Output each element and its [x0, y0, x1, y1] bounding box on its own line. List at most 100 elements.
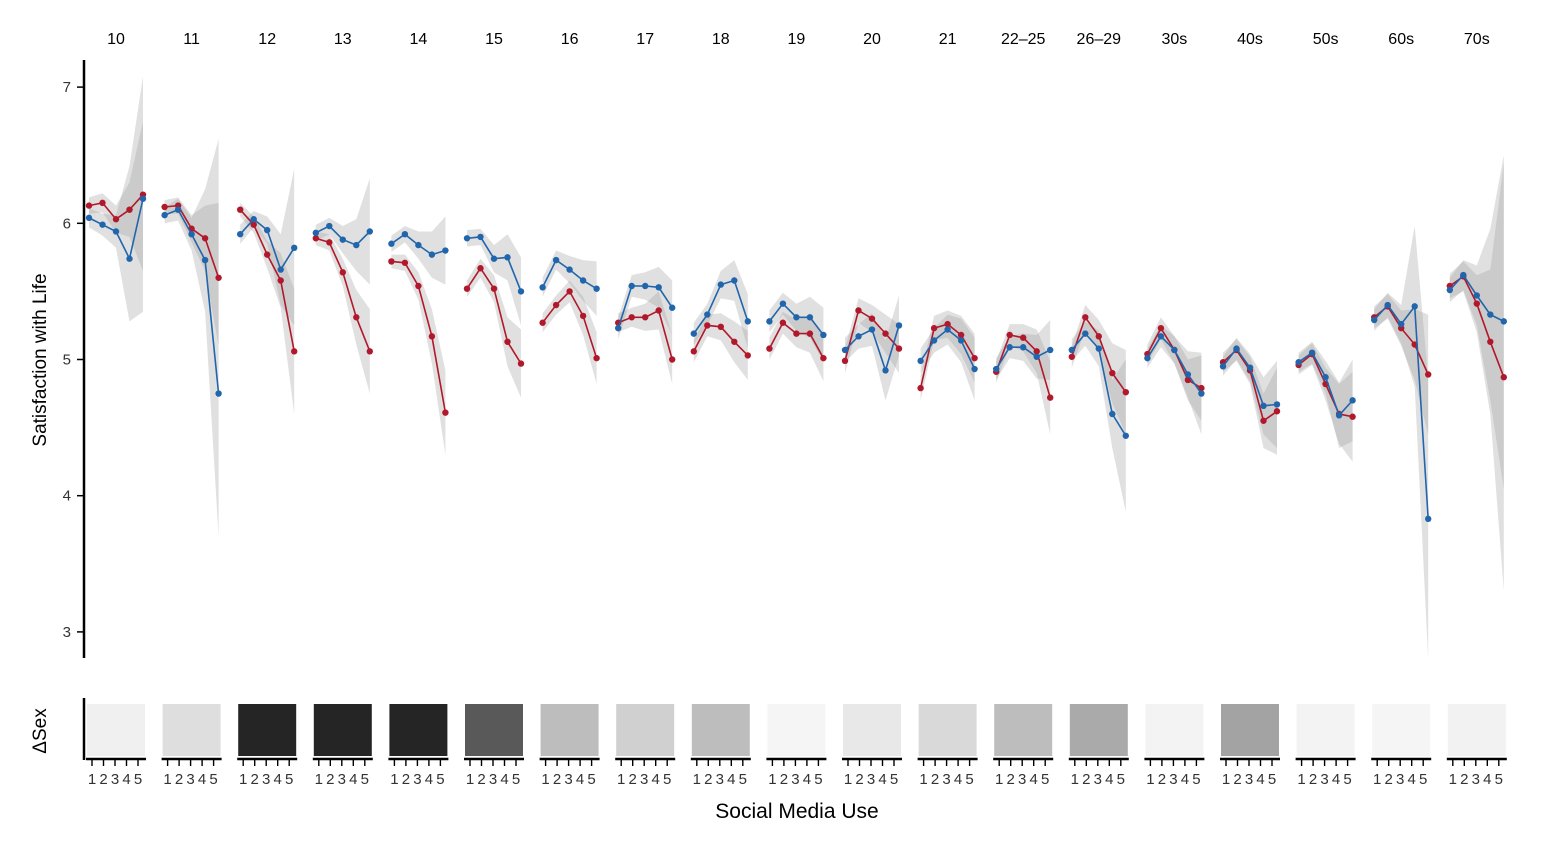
delta-sex-tile	[691, 704, 750, 756]
x-tick-label: 2	[1309, 771, 1317, 788]
male-series-point	[841, 346, 849, 354]
male-series-point	[1411, 303, 1418, 310]
female-series-point	[806, 330, 814, 337]
male-series-point	[99, 221, 106, 228]
male-series-point	[139, 195, 147, 202]
facet-label: 21	[939, 31, 957, 48]
x-tick-label: 4	[727, 771, 735, 788]
male-series-point	[215, 390, 222, 397]
x-tick-label: 3	[1169, 771, 1177, 788]
delta-sex-tile	[1069, 704, 1128, 756]
female-series-point	[669, 356, 676, 363]
male-ci-ribbon	[1147, 325, 1202, 435]
x-tick-label: 1	[88, 771, 96, 788]
x-tick-label: 3	[489, 771, 497, 788]
male-series-point	[971, 365, 978, 373]
x-tick-label: 2	[1082, 771, 1090, 788]
female-ci-ribbon	[1298, 343, 1353, 462]
female-series-point	[339, 269, 346, 276]
male-series-point	[1233, 345, 1240, 352]
facet-panel-11: 11	[161, 31, 222, 537]
male-series-point	[882, 367, 889, 374]
male-series-point	[201, 256, 209, 264]
male-ci-ribbon	[845, 295, 899, 401]
female-series-point	[291, 348, 298, 355]
female-series-point	[366, 348, 373, 355]
x-tick-label: 4	[349, 771, 357, 788]
x-tick-label: 5	[1419, 771, 1427, 788]
male-series-point	[593, 285, 600, 292]
delta-sex-tile	[540, 704, 599, 756]
male-series-point	[312, 229, 319, 237]
female-series-point	[85, 202, 93, 209]
male-series-point	[1446, 286, 1454, 294]
female-series-point	[944, 320, 951, 328]
female-series-point	[1473, 300, 1481, 307]
facet-panel-50s: 50s	[1295, 31, 1356, 462]
female-series-point	[477, 265, 484, 272]
female-series-point	[1095, 333, 1103, 340]
male-series-point	[895, 322, 903, 329]
female-series-point	[690, 348, 697, 355]
female-ci-ribbon	[1223, 339, 1277, 455]
male-series-point	[1384, 301, 1391, 309]
x-tick-label: 4	[878, 771, 886, 788]
male-ci-ribbon	[1298, 341, 1353, 448]
x-tick-label: 5	[1343, 771, 1351, 788]
x-tick-label: 1	[1071, 771, 1079, 788]
delta-sex-tile	[843, 704, 901, 756]
male-series-point	[566, 266, 573, 273]
x-tick-label: 5	[1268, 771, 1276, 788]
x-tick-label: 4	[954, 771, 962, 788]
female-series-point	[779, 319, 787, 326]
female-series-point	[490, 285, 498, 292]
female-series-point	[793, 330, 800, 337]
female-ci-ribbon	[1147, 317, 1202, 421]
x-tick-label: 1	[1449, 771, 1457, 788]
x-tick-label: 2	[99, 771, 107, 788]
female-series-point	[504, 338, 511, 345]
delta-sex-label: ΔSex	[30, 708, 51, 754]
delta-sex-tile	[313, 704, 372, 756]
female-series-point	[1006, 331, 1013, 339]
x-tick-label: 4	[1105, 771, 1113, 788]
x-tick-label: 3	[1094, 771, 1102, 788]
female-series-point	[201, 235, 209, 242]
male-series-point	[539, 284, 546, 291]
x-tick-label: 2	[553, 771, 561, 788]
male-series-point	[1246, 364, 1254, 371]
x-tick-label: 2	[1007, 771, 1015, 788]
female-series-point	[642, 314, 649, 321]
female-series-point	[1157, 324, 1165, 332]
x-tick-label: 1	[768, 771, 776, 788]
male-series-point	[442, 247, 449, 254]
male-series-point	[85, 214, 93, 222]
facet-panel-13: 13	[312, 31, 373, 394]
female-series-point	[655, 307, 662, 314]
x-tick-label: 3	[716, 771, 724, 788]
male-series-point	[1006, 344, 1013, 351]
x-tick-label: 1	[1146, 771, 1154, 788]
male-series-point	[463, 235, 471, 242]
x-tick-label: 5	[663, 771, 671, 788]
female-ci-ribbon	[89, 121, 143, 271]
male-series-point	[291, 244, 298, 252]
x-tick-label: 1	[617, 771, 625, 788]
female-ci-ribbon	[467, 258, 521, 398]
female-series-point	[717, 323, 724, 331]
female-series-point	[1260, 417, 1267, 424]
x-tick-label: 2	[477, 771, 485, 788]
facet-panel-60s: 60s	[1371, 31, 1432, 660]
x-tick-label: 1	[693, 771, 701, 788]
x-tick-label: 3	[1018, 771, 1026, 788]
x-tick-label: 3	[111, 771, 119, 788]
x-tick-label: 3	[564, 771, 572, 788]
x-tick-label: 5	[1117, 771, 1125, 788]
x-tick-label: 1	[163, 771, 171, 788]
facet-panel-18: 18	[690, 31, 751, 380]
x-tick-label: 2	[629, 771, 637, 788]
female-series-point	[442, 409, 449, 416]
male-series-point	[1144, 354, 1151, 362]
facet-label: 10	[107, 31, 125, 48]
x-tick-label: 1	[1373, 771, 1381, 788]
